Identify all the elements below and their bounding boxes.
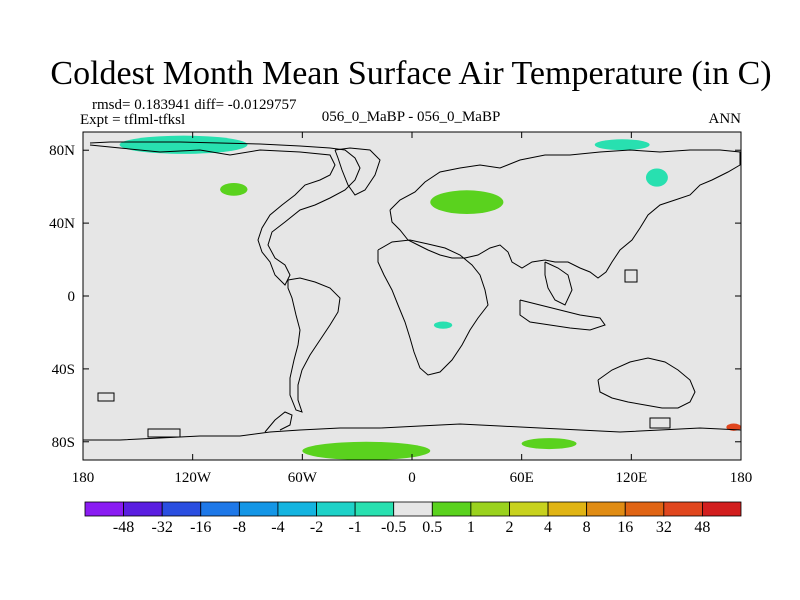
anomaly-region-7: [433, 321, 453, 329]
colorbar-label-2: -16: [190, 519, 211, 536]
x-tick-label-4: 60E: [510, 470, 534, 486]
colorbar-swatch-15: [663, 501, 703, 517]
y-tick-label-1: 40N: [49, 216, 75, 232]
x-tick-label-6: 180: [730, 470, 753, 486]
x-tick-label-3: 0: [408, 470, 416, 486]
colorbar-swatch-3: [200, 501, 240, 517]
colorbar-swatch-14: [624, 501, 665, 517]
colorbar-swatch-10: [470, 501, 510, 517]
y-tick-label-3: 40S: [52, 362, 75, 378]
colorbar-swatch-5: [277, 501, 317, 517]
colorbar-swatch-2: [161, 501, 202, 517]
anomaly-region-5: [302, 441, 431, 460]
colorbar-swatch-8: [393, 501, 433, 517]
anomaly-region-2: [430, 190, 504, 214]
colorbar-label-15: 48: [694, 519, 710, 536]
colorbar-label-6: -1: [348, 519, 361, 536]
colorbar-swatch-0: [84, 501, 124, 517]
colorbar-label-0: -48: [113, 519, 134, 536]
colorbar: -48 -32 -16 -8 -4 -2 -1 -0.5 0.5 1 2 4 8 16 32 48: [84, 501, 742, 536]
y-tick-label-4: 80S: [52, 435, 75, 451]
colorbar-label-7: -0.5: [381, 519, 406, 536]
colorbar-swatch-1: [123, 501, 163, 517]
case-text: 056_0_MaBP - 056_0_MaBP: [322, 109, 501, 125]
anomaly-region-0: [119, 135, 248, 154]
anomaly-region-1: [220, 183, 248, 196]
y-tick-label-0: 80N: [49, 143, 75, 159]
colorbar-swatch-13: [586, 501, 626, 517]
x-tick-label-0: 180: [72, 470, 95, 486]
colorbar-swatch-11: [509, 501, 549, 517]
colorbar-swatch-6: [316, 501, 356, 517]
colorbar-label-14: 32: [656, 519, 672, 536]
colorbar-swatch-4: [238, 501, 279, 517]
y-tick-label-2: 0: [68, 289, 76, 305]
colorbar-swatch-12: [547, 501, 588, 517]
x-tick-label-2: 60W: [288, 470, 318, 486]
anomaly-region-6: [521, 438, 577, 450]
colorbar-swatch-16: [702, 501, 742, 517]
colorbar-label-11: 4: [544, 519, 552, 536]
season-text: ANN: [709, 111, 742, 127]
colorbar-label-1: -32: [152, 519, 173, 536]
map-plot-area: 180 120W 60W 0 60E 120E 180 80N 40N 0 40S 80S: [49, 131, 753, 486]
x-tick-label-1: 120W: [174, 470, 212, 486]
anomaly-region-4: [645, 168, 668, 187]
colorbar-swatch-9: [431, 501, 472, 517]
colorbar-label-3: -8: [233, 519, 246, 536]
chart-title: Coldest Month Mean Surface Air Temperatu…: [50, 55, 771, 92]
x-tick-label-5: 120E: [615, 470, 647, 486]
colorbar-label-5: -2: [310, 519, 323, 536]
coastlines: [83, 141, 742, 441]
colorbar-label-10: 2: [505, 519, 513, 536]
colorbar-label-13: 16: [617, 519, 633, 536]
experiment-text: Expt = tflml-tfksl: [80, 112, 185, 128]
anomaly-region-3: [594, 139, 650, 151]
colorbar-label-9: 1: [467, 519, 475, 536]
stats-text: rmsd= 0.183941 diff= -0.0129757: [92, 97, 297, 113]
colorbar-label-12: 8: [583, 519, 591, 536]
colorbar-label-4: -4: [271, 519, 284, 536]
colorbar-label-8: 0.5: [422, 519, 442, 536]
colorbar-swatch-7: [354, 501, 395, 517]
map-background: [83, 132, 741, 460]
